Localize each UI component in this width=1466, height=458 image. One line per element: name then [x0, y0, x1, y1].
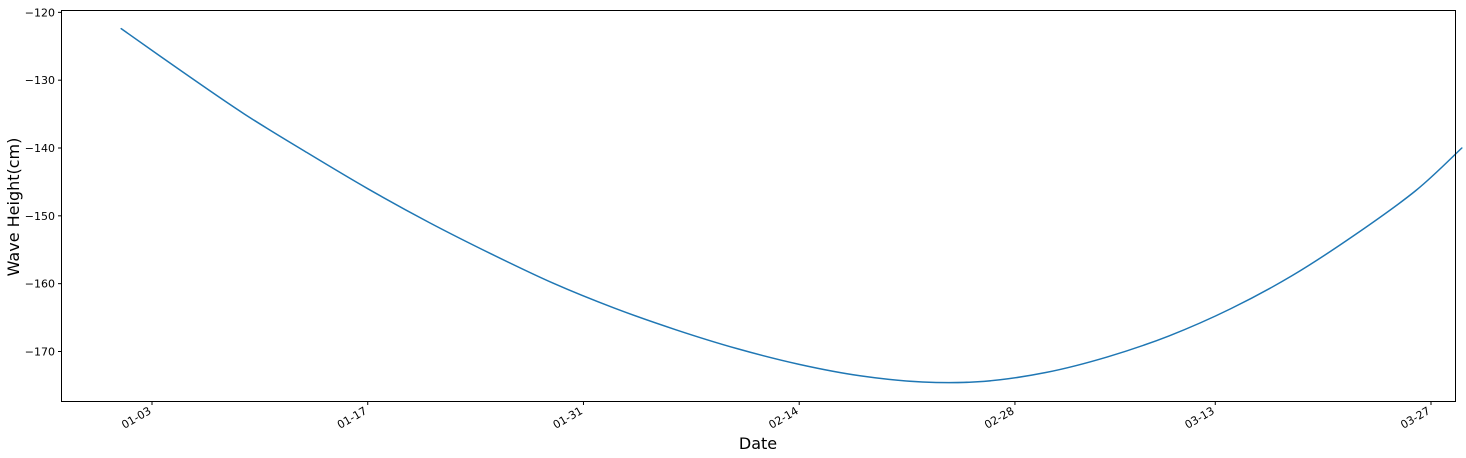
- x-axis-label: Date: [739, 434, 777, 453]
- plot-frame: [61, 10, 1456, 402]
- y-tick-label: −160: [25, 278, 55, 291]
- y-axis: −120 −130 −140 −150 −160 −170: [25, 6, 62, 358]
- y-tick-label: −150: [25, 210, 55, 223]
- y-tick-label: −130: [25, 74, 55, 87]
- y-tick-label: −140: [25, 142, 55, 155]
- y-tick-label: −170: [25, 345, 55, 358]
- plot-area: [120, 27, 1463, 384]
- y-tick-label: −120: [25, 6, 55, 19]
- series-line: [120, 27, 1463, 384]
- y-axis-label: Wave Height(cm): [4, 138, 23, 277]
